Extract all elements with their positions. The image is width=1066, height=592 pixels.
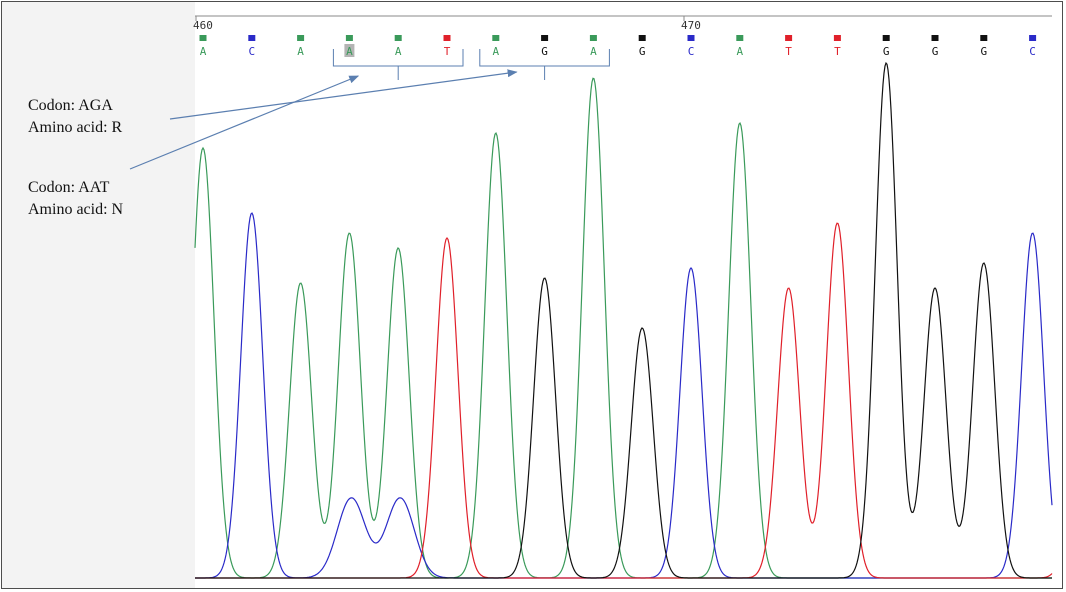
base-letter-A: A — [297, 45, 304, 58]
base-letter-A: A — [346, 45, 353, 58]
base-letter-C: C — [688, 45, 695, 58]
base-marker-A — [345, 35, 353, 41]
amino-acid-label: Amino acid: N — [28, 201, 124, 218]
base-letter-A: A — [395, 45, 402, 58]
base-marker-A — [736, 35, 744, 41]
base-letter-C: C — [248, 45, 255, 58]
base-marker-C — [248, 35, 256, 41]
base-letter-G: G — [980, 45, 987, 58]
codon-bracket — [332, 49, 464, 80]
annotation-arrows — [129, 69, 518, 170]
base-letter-G: G — [932, 45, 939, 58]
base-letter-C: C — [1029, 45, 1036, 58]
base-marker-G — [638, 35, 646, 41]
base-letter-G: G — [883, 45, 890, 58]
base-marker-A — [394, 35, 402, 41]
base-marker-T — [443, 35, 451, 41]
trace-line-G — [195, 61, 1052, 579]
base-marker-G — [541, 35, 549, 41]
trace-lines — [194, 61, 1053, 579]
base-marker-G — [931, 35, 939, 41]
base-letter-A: A — [736, 45, 743, 58]
codon-annotation-aga: Codon: AGA Amino acid: R — [28, 95, 122, 139]
base-marker-T — [833, 35, 841, 41]
base-letter-T: T — [785, 45, 792, 58]
base-marker-A — [297, 35, 305, 41]
codon-label: Codon: AGA — [28, 97, 113, 114]
base-letter-T: T — [834, 45, 841, 58]
base-marker-G — [980, 35, 988, 41]
base-marker-C — [687, 35, 695, 41]
base-letter-T: T — [444, 45, 451, 58]
base-letter-A: A — [200, 45, 207, 58]
base-letter-G: G — [541, 45, 548, 58]
base-call-markers — [199, 35, 1037, 41]
amino-acid-label: Amino acid: R — [28, 119, 123, 136]
arrow-codon-aat — [129, 75, 360, 170]
codon-bracket — [479, 49, 610, 80]
base-highlight — [344, 44, 355, 57]
base-marker-A — [199, 35, 207, 41]
base-marker-T — [785, 35, 793, 41]
base-letter-A: A — [590, 45, 597, 58]
codon-annotation-aat: Codon: AAT Amino acid: N — [28, 177, 123, 221]
arrow-codon-aga — [169, 69, 518, 120]
codon-brackets — [332, 49, 610, 80]
base-marker-A — [589, 35, 597, 41]
base-letter-G: G — [639, 45, 646, 58]
base-letter-A: A — [492, 45, 499, 58]
position-tick-label: 460 — [193, 19, 213, 32]
position-ticks: 460 470 — [193, 16, 701, 32]
annotation-panel — [2, 2, 195, 588]
trace-line-A — [194, 77, 1052, 579]
codon-label: Codon: AAT — [28, 179, 110, 196]
base-marker-A — [492, 35, 500, 41]
base-marker-G — [882, 35, 890, 41]
position-tick-label: 470 — [681, 19, 701, 32]
base-marker-C — [1029, 35, 1037, 41]
